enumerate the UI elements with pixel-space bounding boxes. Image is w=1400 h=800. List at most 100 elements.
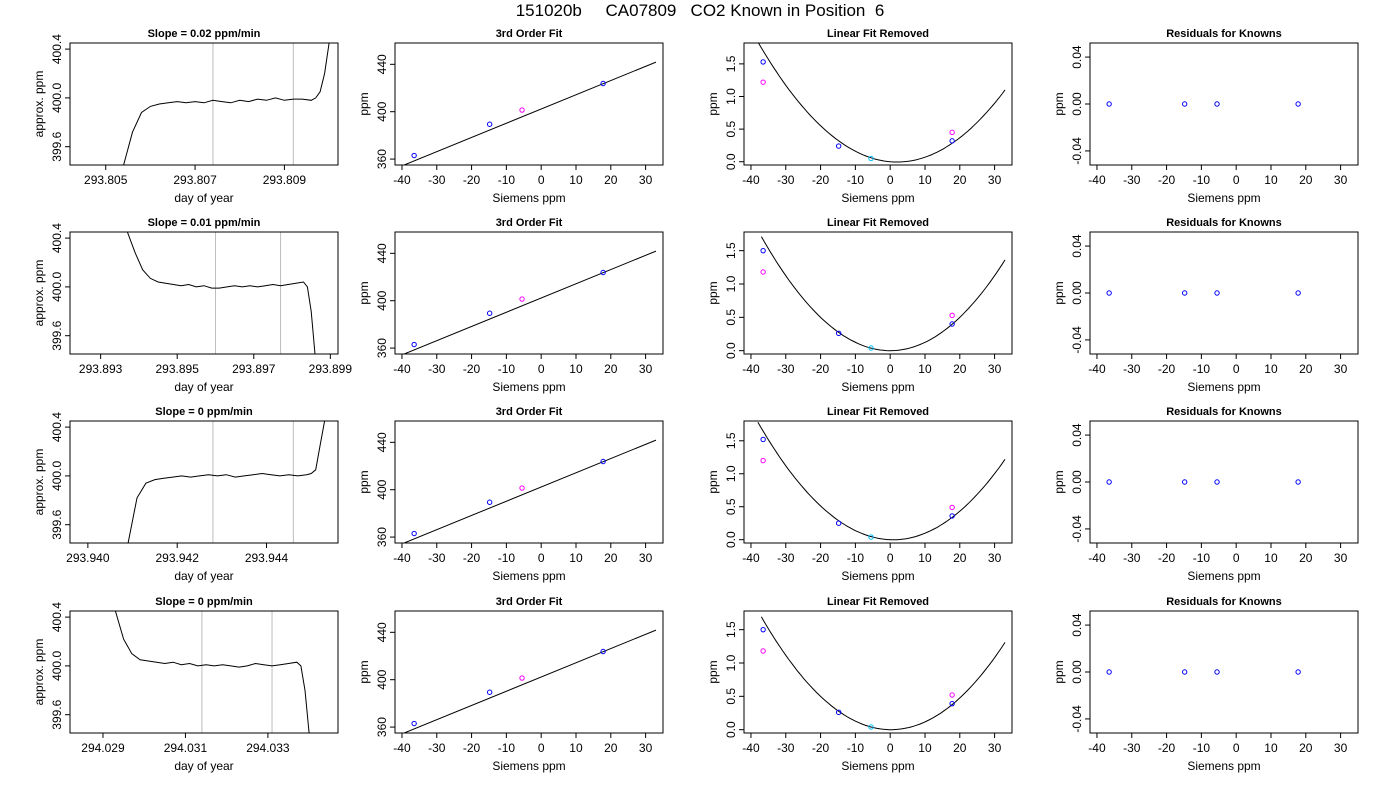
data-point-3 xyxy=(1214,479,1220,485)
data-point-1 xyxy=(1106,479,1112,485)
data-point-2 xyxy=(486,121,493,127)
y-axis-label: ppm xyxy=(706,660,720,683)
data-point-2 xyxy=(760,269,766,275)
y-tick-label: 400.0 xyxy=(50,651,64,681)
y-tick-label: 400.4 xyxy=(50,34,64,64)
x-tick-label: -20 xyxy=(1158,173,1176,187)
plot-frame xyxy=(743,231,1013,355)
data-point-2 xyxy=(1181,101,1188,107)
panel-title: Slope = 0 ppm/min xyxy=(155,596,253,608)
x-tick-label: 20 xyxy=(953,173,967,187)
x-tick-label: 20 xyxy=(604,551,618,565)
x-axis-label: Siemens ppm xyxy=(841,759,914,773)
data-point-3 xyxy=(1214,101,1220,107)
page-title: 151020b CA07809 CO2 Known in Position 6 xyxy=(515,1,885,20)
x-tick-label: -40 xyxy=(742,173,760,187)
x-tick-label: 30 xyxy=(639,741,653,755)
x-axis-label: Siemens ppm xyxy=(492,569,565,583)
x-tick-label: -30 xyxy=(1123,741,1141,755)
panel-time-row-3: Slope = 0 ppm/min 293.940 293.942 293.944 39… xyxy=(32,406,339,583)
x-tick-label: 30 xyxy=(988,551,1002,565)
y-axis-label: ppm xyxy=(1052,92,1066,115)
x-tick-label: 293.807 xyxy=(173,173,217,187)
x-tick-label: -20 xyxy=(463,551,481,565)
x-tick-label: 0 xyxy=(1233,551,1240,565)
data-point-1 xyxy=(760,247,766,254)
y-axis-label: ppm xyxy=(357,281,371,304)
x-tick-label: -40 xyxy=(1088,741,1106,755)
y-tick-label: 400.4 xyxy=(50,602,64,632)
y-tick-label: 1.5 xyxy=(724,55,738,72)
data-point-1 xyxy=(411,152,417,159)
y-tick-label: 1.0 xyxy=(724,654,738,671)
x-tick-label: 0 xyxy=(1233,362,1240,376)
panel-title: 3rd Order Fit xyxy=(496,28,563,40)
x-tick-label: 10 xyxy=(918,741,932,755)
y-tick-label: 0.0 xyxy=(724,153,738,170)
x-tick-label: 0 xyxy=(538,173,545,187)
x-axis-label: Siemens ppm xyxy=(1187,569,1260,583)
y-axis-label: ppm xyxy=(706,92,720,115)
data-point-3 xyxy=(1214,290,1220,296)
data-point-3 xyxy=(835,520,842,526)
x-tick-label: -30 xyxy=(428,362,446,376)
x-tick-label: -20 xyxy=(812,173,830,187)
y-tick-label: 0.04 xyxy=(1070,45,1084,69)
data-point-1 xyxy=(760,626,766,633)
data-point-1 xyxy=(411,530,417,537)
x-tick-label: 0 xyxy=(538,741,545,755)
y-tick-label: 400.0 xyxy=(50,461,64,491)
y-tick-label: -0.04 xyxy=(1070,515,1084,543)
data-point-3 xyxy=(519,675,525,681)
x-tick-label: -10 xyxy=(1193,173,1211,187)
x-tick-label: 293.940 xyxy=(66,551,110,565)
data-point-4 xyxy=(868,534,874,540)
y-tick-label: 0.00 xyxy=(1070,92,1084,116)
x-tick-label: -40 xyxy=(393,741,411,755)
x-tick-label: 293.899 xyxy=(309,362,353,376)
y-tick-label: 399.6 xyxy=(50,699,64,729)
series-trace xyxy=(123,43,330,165)
plot-frame xyxy=(394,231,664,355)
x-tick-label: 30 xyxy=(1334,551,1348,565)
panel-title: Linear Fit Removed xyxy=(827,28,929,40)
x-axis-label: day of year xyxy=(174,569,233,583)
x-tick-label: 0 xyxy=(887,741,894,755)
y-axis-label: ppm xyxy=(357,660,371,683)
data-point-1 xyxy=(411,341,417,348)
y-tick-label: 0.04 xyxy=(1070,234,1084,258)
x-tick-label: -40 xyxy=(1088,551,1106,565)
y-tick-label: -0.04 xyxy=(1070,137,1084,165)
panel-title: Slope = 0.01 ppm/min xyxy=(148,217,261,229)
x-tick-label: 293.809 xyxy=(263,173,307,187)
y-tick-label: 360 xyxy=(375,527,389,547)
x-tick-label: -30 xyxy=(777,173,795,187)
plot-frame xyxy=(1089,231,1359,355)
x-tick-label: -20 xyxy=(1158,551,1176,565)
data-point-4 xyxy=(868,345,874,351)
y-tick-label: 360 xyxy=(375,717,389,737)
x-axis-label: day of year xyxy=(174,759,233,773)
x-axis-label: Siemens ppm xyxy=(492,380,565,394)
panel-title: Linear Fit Removed xyxy=(827,406,929,418)
y-tick-label: -0.04 xyxy=(1070,326,1084,354)
x-tick-label: 10 xyxy=(569,551,583,565)
x-tick-label: -40 xyxy=(742,551,760,565)
panel-linear-removed-row-1: Linear Fit Removed -40 -30 -20 -10 0 10 20 30 0.0… xyxy=(706,28,1013,205)
x-tick-label: 30 xyxy=(639,173,653,187)
panel-title: 3rd Order Fit xyxy=(496,406,563,418)
y-tick-label: 0.00 xyxy=(1070,470,1084,494)
x-tick-label: -20 xyxy=(463,362,481,376)
y-tick-label: 440 xyxy=(375,432,389,452)
y-tick-label: 0.5 xyxy=(724,309,738,326)
y-tick-label: 400.4 xyxy=(50,412,64,442)
data-point-3 xyxy=(835,143,842,149)
data-point-3 xyxy=(519,485,525,491)
panel-residuals-row-1: Residuals for Knowns -40 -30 -20 -10 0 10 20 30 -… xyxy=(1052,28,1359,205)
x-tick-label: 20 xyxy=(953,551,967,565)
y-tick-label: 400 xyxy=(375,101,389,121)
x-tick-label: 293.805 xyxy=(84,173,128,187)
y-axis-label: approx. ppm xyxy=(32,449,46,516)
plot-frame xyxy=(69,231,339,355)
